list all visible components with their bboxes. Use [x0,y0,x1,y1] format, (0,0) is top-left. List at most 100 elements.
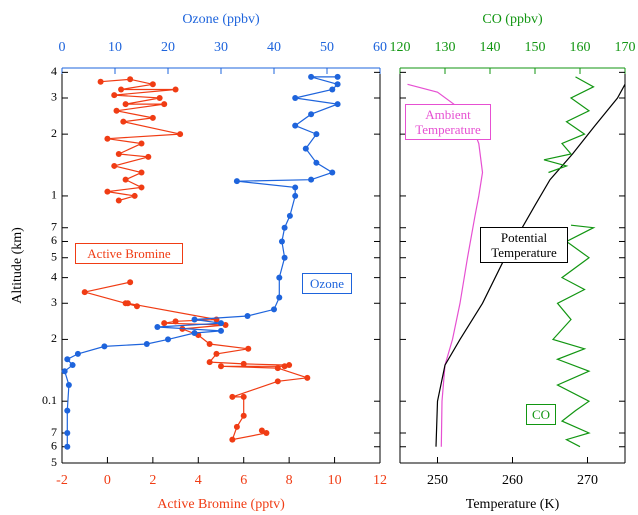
data-point [127,76,134,83]
data-point [278,238,285,245]
data-point [334,81,341,88]
data-point [245,345,252,352]
data-point [64,443,71,450]
y-tick-label: 5 [51,455,57,469]
data-point [286,362,293,369]
y-tick-label: 0.1 [42,393,57,407]
x2-tick-label: 140 [480,40,501,55]
data-point [218,320,224,327]
x2-tick-label: 40 [267,40,281,55]
y-tick-label: 2 [51,331,57,345]
y-tick-label: 7 [51,425,57,439]
x-tick-label: 8 [286,473,293,488]
x-tick-label: 260 [502,473,523,488]
data-point [104,188,111,195]
data-point [165,336,171,343]
data-point [145,153,152,160]
y-tick-label: 4 [51,64,57,78]
data-point [233,423,240,430]
x-tick-label: 6 [240,473,247,488]
x2-tick-label: 30 [214,40,228,55]
data-point [240,412,247,419]
data-point [64,407,71,414]
data-point [97,78,104,85]
data-point [138,169,145,176]
data-point [149,81,156,88]
data-point [229,393,236,400]
data-point [281,254,288,261]
data-point [334,73,341,80]
data-point [74,350,81,357]
data-point [313,159,320,166]
data-point [313,131,320,138]
data-point [122,101,129,108]
data-point [222,322,229,329]
data-point [308,73,315,80]
profile-line [543,76,596,448]
data-point [111,162,118,169]
data-point [302,145,309,152]
data-point [101,343,108,350]
data-point [229,436,236,443]
data-point [120,118,127,125]
x2-tick-label: 10 [108,40,122,55]
x2-tick-label: 120 [390,40,411,55]
x-tick-label: 10 [328,473,342,488]
data-point [240,360,247,367]
data-point [233,178,240,185]
x2-tick-label: 60 [373,40,387,55]
data-point [292,184,299,191]
data-point [334,101,341,108]
data-point [274,378,281,385]
data-point [213,350,220,357]
data-point [281,363,288,370]
series-label: Potential Temperature [480,227,568,263]
data-point [308,176,315,183]
data-point [206,340,213,347]
data-point [161,320,168,327]
data-point [172,86,179,93]
data-point [69,362,76,369]
x-tick-label: 4 [195,473,202,488]
data-point [218,327,224,334]
y-tick-label: 6 [51,233,57,247]
series-label: Active Bromine [75,243,183,264]
data-point [276,274,283,281]
data-point [244,313,251,320]
series-label: CO [526,404,556,425]
data-point [124,300,131,307]
data-point [133,303,140,310]
data-point [177,131,184,138]
x2-tick-label: 150 [525,40,546,55]
data-point [276,294,283,301]
profile-line [64,76,340,447]
data-point [64,356,71,363]
data-point [64,430,71,437]
series-label: Ambient Temperature [405,104,491,140]
data-point [286,212,293,219]
data-point [127,279,134,286]
data-point [115,151,122,158]
data-point [138,184,145,191]
data-point [218,363,224,370]
data-point [304,374,311,381]
data-point [240,393,247,400]
data-point [122,176,129,183]
data-point [308,111,315,118]
data-point [149,114,156,121]
data-point [329,169,336,176]
x-axis-title: Active Bromine (pptv) [157,497,285,512]
y-tick-label: 7 [51,219,57,233]
x-tick-label: 270 [577,473,598,488]
data-point [111,92,118,99]
x-tick-label: 0 [104,473,111,488]
x2-tick-label: 130 [435,40,456,55]
data-point [292,94,299,101]
x-tick-label: 2 [149,473,156,488]
data-point [113,107,120,114]
y-tick-label: 3 [51,295,57,309]
data-point [104,135,111,142]
x-tick-label: 250 [427,473,448,488]
data-point [191,329,198,336]
data-point [161,101,168,108]
